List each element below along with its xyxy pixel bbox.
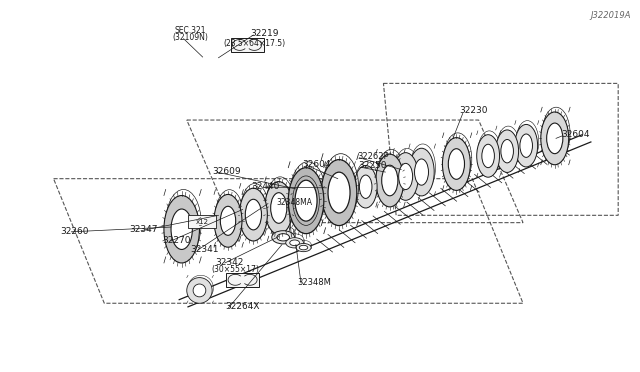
Ellipse shape bbox=[415, 159, 429, 185]
Ellipse shape bbox=[271, 193, 287, 223]
Ellipse shape bbox=[442, 138, 470, 190]
Ellipse shape bbox=[277, 234, 289, 241]
Ellipse shape bbox=[295, 180, 317, 221]
Ellipse shape bbox=[409, 148, 434, 196]
Ellipse shape bbox=[321, 160, 356, 225]
Ellipse shape bbox=[288, 168, 324, 234]
Text: 32250: 32250 bbox=[358, 161, 387, 170]
Ellipse shape bbox=[541, 112, 569, 165]
Ellipse shape bbox=[448, 149, 465, 179]
Ellipse shape bbox=[265, 182, 292, 234]
Ellipse shape bbox=[515, 125, 538, 167]
Ellipse shape bbox=[272, 231, 294, 244]
Text: 32264X: 32264X bbox=[225, 302, 259, 311]
Ellipse shape bbox=[355, 166, 377, 208]
Text: 32348M: 32348M bbox=[298, 278, 332, 286]
FancyBboxPatch shape bbox=[188, 215, 216, 228]
Ellipse shape bbox=[381, 165, 398, 196]
Text: 32440: 32440 bbox=[252, 182, 280, 190]
Text: SEC.321: SEC.321 bbox=[174, 26, 205, 35]
Text: (32109N): (32109N) bbox=[173, 33, 209, 42]
Ellipse shape bbox=[399, 163, 413, 190]
Ellipse shape bbox=[245, 199, 262, 230]
Ellipse shape bbox=[187, 278, 212, 303]
Ellipse shape bbox=[482, 144, 495, 168]
Text: (28.5×64×17.5): (28.5×64×17.5) bbox=[223, 39, 285, 48]
Text: J322019A: J322019A bbox=[590, 11, 631, 20]
FancyBboxPatch shape bbox=[226, 273, 259, 287]
Ellipse shape bbox=[290, 240, 300, 246]
Text: 32230: 32230 bbox=[460, 106, 488, 115]
Ellipse shape bbox=[393, 153, 419, 200]
Ellipse shape bbox=[300, 245, 308, 250]
Ellipse shape bbox=[496, 130, 518, 173]
Ellipse shape bbox=[220, 206, 236, 235]
Ellipse shape bbox=[376, 154, 404, 207]
Ellipse shape bbox=[171, 209, 193, 250]
Text: 32262P: 32262P bbox=[356, 152, 388, 161]
Text: 32348MA: 32348MA bbox=[277, 198, 313, 207]
FancyBboxPatch shape bbox=[230, 38, 264, 52]
Ellipse shape bbox=[360, 175, 372, 198]
Ellipse shape bbox=[214, 195, 242, 247]
Text: 32219: 32219 bbox=[250, 29, 278, 38]
Text: x12: x12 bbox=[195, 218, 209, 225]
Ellipse shape bbox=[296, 243, 311, 252]
Text: 32270: 32270 bbox=[163, 236, 191, 245]
Text: 32341: 32341 bbox=[190, 244, 218, 254]
Ellipse shape bbox=[520, 134, 532, 157]
Ellipse shape bbox=[164, 196, 200, 263]
Text: (30×55×17): (30×55×17) bbox=[211, 265, 259, 274]
Text: 32609: 32609 bbox=[212, 167, 241, 176]
Text: 32347: 32347 bbox=[130, 225, 158, 234]
Text: 32604: 32604 bbox=[561, 130, 589, 139]
Ellipse shape bbox=[285, 238, 303, 248]
Text: 32260: 32260 bbox=[60, 227, 88, 236]
Ellipse shape bbox=[239, 188, 268, 241]
Ellipse shape bbox=[501, 140, 513, 163]
Ellipse shape bbox=[328, 172, 350, 213]
Ellipse shape bbox=[547, 123, 563, 154]
Text: 32342: 32342 bbox=[215, 258, 244, 267]
Ellipse shape bbox=[477, 135, 500, 177]
Text: 32604: 32604 bbox=[302, 160, 331, 169]
Ellipse shape bbox=[193, 284, 206, 297]
